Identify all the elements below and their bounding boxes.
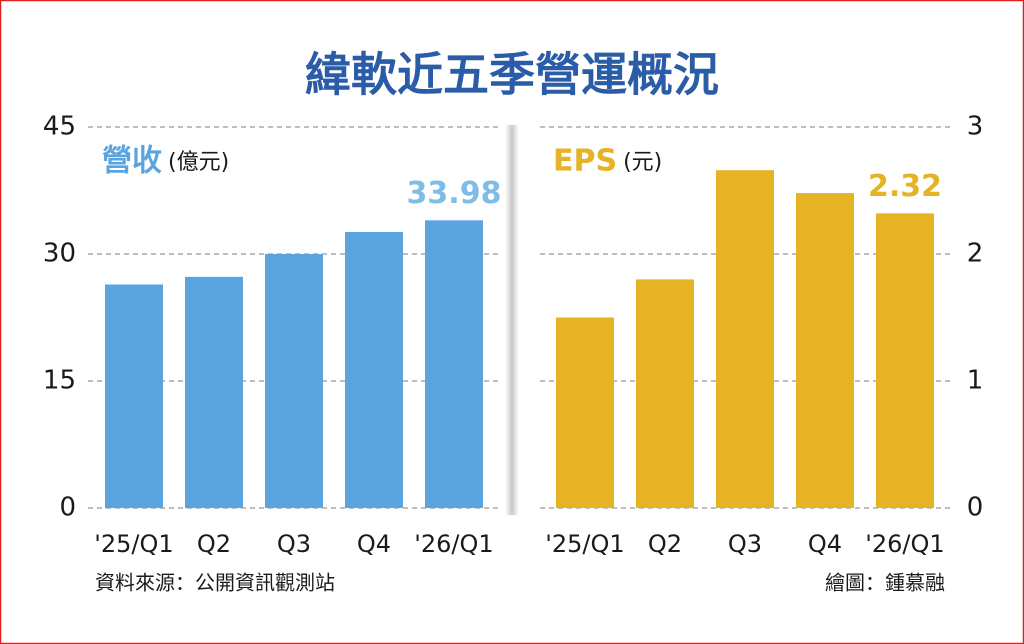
credit: 繪圖：鍾慕融 (825, 571, 945, 595)
x-tick-label: Q3 (277, 530, 311, 558)
title: 緯軟近五季營運概況 (305, 48, 719, 102)
bar (876, 213, 934, 509)
bar (345, 231, 403, 508)
y-tick-label: 0 (59, 493, 76, 523)
y-tick-label: 1 (967, 366, 984, 396)
x-tick-label: '26/Q1 (865, 530, 944, 558)
data-label: 33.98 (407, 176, 502, 211)
bar (265, 254, 323, 508)
source: 資料來源：公開資訊觀測站 (95, 571, 335, 595)
data-label: 2.32 (868, 169, 942, 204)
y-tick-label: 3 (967, 112, 984, 142)
bar (716, 170, 774, 508)
x-tick-label: Q2 (197, 530, 231, 558)
x-tick-label: '25/Q1 (94, 530, 173, 558)
y-tick-label: 0 (967, 493, 984, 523)
bar (636, 279, 694, 508)
bar (556, 317, 614, 508)
x-tick-label: '26/Q1 (414, 530, 493, 558)
y-tick-label: 30 (43, 239, 76, 269)
bar (105, 284, 163, 508)
bar (425, 220, 483, 508)
y-tick-label: 15 (43, 366, 76, 396)
series-label: 營收 (102, 144, 162, 179)
y-tick-label: 45 (43, 112, 76, 142)
x-tick-label: '25/Q1 (545, 530, 624, 558)
y-tick-label: 2 (967, 239, 984, 269)
x-tick-label: Q4 (808, 530, 842, 558)
bar (185, 276, 243, 508)
divider (505, 125, 519, 515)
unit-label: (億元) (168, 150, 229, 175)
series-label: EPS (553, 144, 617, 179)
bar (796, 193, 854, 509)
x-tick-label: Q3 (728, 530, 762, 558)
x-tick-label: Q2 (648, 530, 682, 558)
x-tick-label: Q4 (357, 530, 391, 558)
unit-label: (元) (623, 150, 662, 175)
